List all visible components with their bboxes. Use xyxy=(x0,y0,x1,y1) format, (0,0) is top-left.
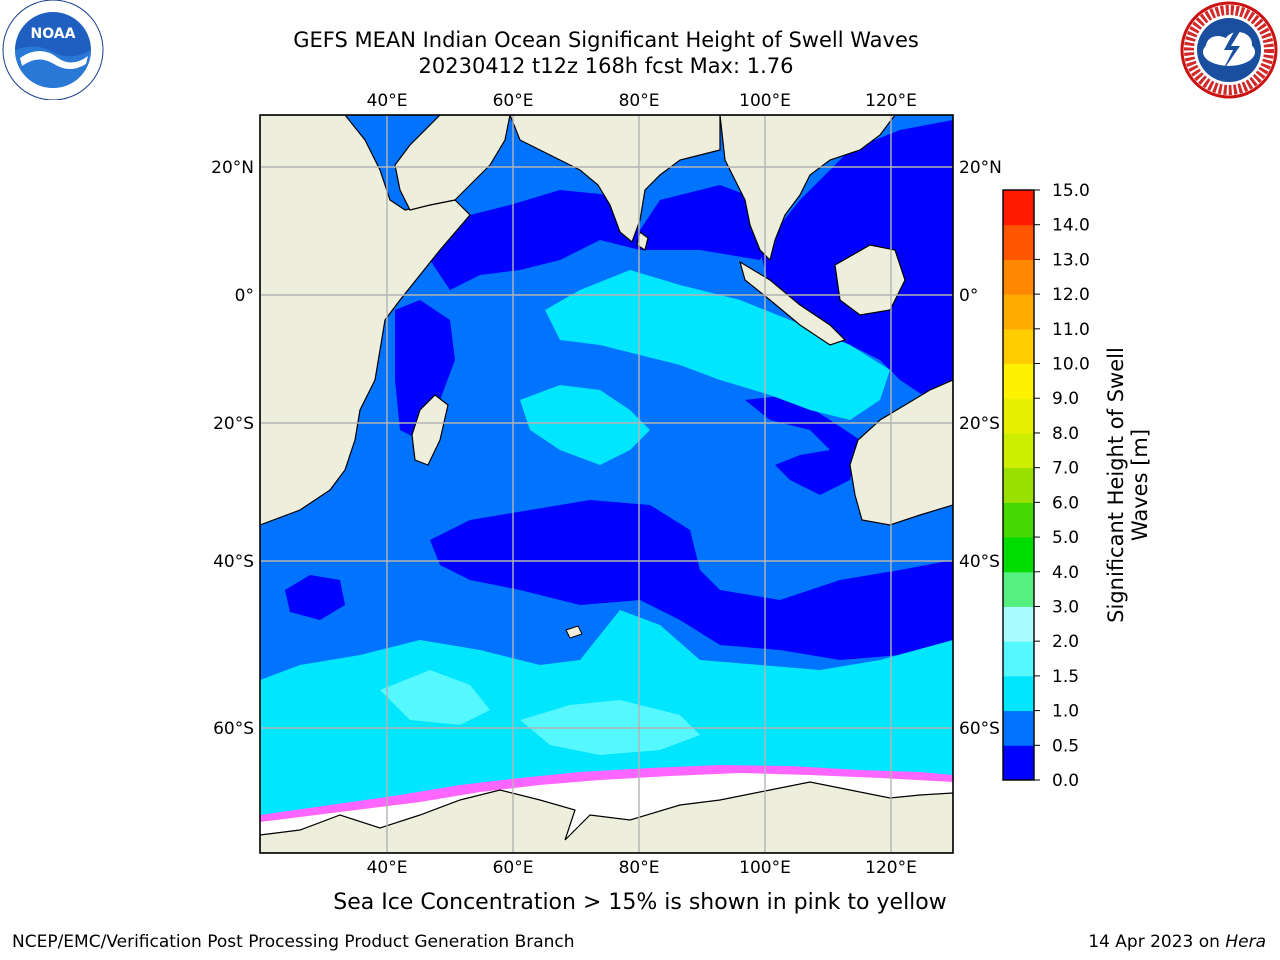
colorbar-tick-label: 13.0 xyxy=(1052,250,1090,270)
colorbar-tick-label: 15.0 xyxy=(1052,181,1090,201)
lat-label: 0° xyxy=(959,286,978,306)
footer-date-text: 14 Apr 2023 on xyxy=(1088,932,1226,952)
map-title: GEFS MEAN Indian Ocean Significant Heigh… xyxy=(293,28,919,52)
lon-label: 80°E xyxy=(619,91,660,111)
lon-label: 80°E xyxy=(619,858,660,878)
colorbar-segment xyxy=(1003,224,1034,260)
colorbar-segment xyxy=(1003,571,1034,607)
colorbar-frame xyxy=(1002,189,1035,781)
colorbar-tick-label: 2.0 xyxy=(1052,632,1079,652)
lon-label: 120°E xyxy=(865,91,917,111)
colorbar-tick-label: 6.0 xyxy=(1052,493,1079,513)
lat-label: 40°S xyxy=(213,552,254,572)
colorbar-segment xyxy=(1003,259,1034,295)
colorbar-tick-label: 1.5 xyxy=(1052,667,1079,687)
swell-band-0-0.5-madagascar xyxy=(395,300,455,440)
colorbar-tick-label: 3.0 xyxy=(1052,597,1079,617)
colorbar-tick-label: 10.0 xyxy=(1052,355,1090,375)
lon-label: 120°E xyxy=(865,858,917,878)
colorbar-tick-label: 12.0 xyxy=(1052,285,1090,305)
map-plot-area xyxy=(260,115,953,853)
lon-label: 60°E xyxy=(493,91,534,111)
colorbar-tick-label: 7.0 xyxy=(1052,459,1079,479)
map-frame xyxy=(259,114,954,854)
colorbar-segment xyxy=(1003,363,1034,399)
lon-label: 40°E xyxy=(367,858,408,878)
colorbar-segment xyxy=(1003,294,1034,330)
colorbar-segment xyxy=(1003,710,1034,746)
land-madagascar xyxy=(411,394,449,466)
colorbar-segment xyxy=(1003,606,1034,642)
swell-band-1.5-2.0-south xyxy=(380,670,490,725)
lat-label: 0° xyxy=(235,286,254,306)
land-kerguelen xyxy=(565,625,583,639)
colorbar-segment xyxy=(1003,467,1034,503)
colorbar-segment xyxy=(1003,641,1034,677)
colorbar-tick-label: 9.0 xyxy=(1052,389,1079,409)
colorbar-tick-label: 14.0 xyxy=(1052,216,1090,236)
colorbar-segment xyxy=(1003,328,1034,365)
noaa-logo-text: NOAA xyxy=(31,26,76,42)
lon-label: 100°E xyxy=(739,858,791,878)
footer-host: Hera xyxy=(1225,932,1266,952)
lon-label: 100°E xyxy=(739,91,791,111)
lat-label: 20°S xyxy=(213,414,254,434)
land-sri-lanka xyxy=(636,230,649,251)
land-indochina xyxy=(719,115,896,262)
nws-logo xyxy=(1180,1,1278,99)
lat-label: 60°S xyxy=(213,719,254,739)
colorbar-segment xyxy=(1003,675,1034,712)
colorbar-segment xyxy=(1003,745,1034,781)
lat-label: 20°N xyxy=(959,158,1002,178)
footer-credit: NCEP/EMC/Verification Post Processing Pr… xyxy=(12,932,575,952)
lat-label: 60°S xyxy=(959,719,1000,739)
graticule xyxy=(260,115,953,853)
land-antarctica xyxy=(260,781,953,853)
colorbar-tick-label: 11.0 xyxy=(1052,320,1090,340)
colorbar-label: Significant Height of Swell Waves [m] xyxy=(1104,347,1152,623)
colorbar-tick-label: 8.0 xyxy=(1052,424,1079,444)
land-india xyxy=(509,115,721,244)
colorbar-segment xyxy=(1003,502,1034,538)
colorbar-segment xyxy=(1003,537,1034,573)
noaa-logo: NOAA xyxy=(2,0,104,100)
swell-band-1.0-1.5-equatorial xyxy=(545,270,890,420)
colorbar-tick-label: 5.0 xyxy=(1052,528,1079,548)
colorbar-tick-label: 4.0 xyxy=(1052,563,1079,583)
swell-band-0-0.5-north xyxy=(430,185,780,290)
lon-labels-bottom: 40°E 60°E 80°E 100°E 120°E xyxy=(367,858,917,878)
swell-band-0-0.5-australia xyxy=(745,395,860,495)
lat-label: 20°S xyxy=(959,414,1000,434)
swell-band-0-0.5-west xyxy=(285,575,345,620)
colorbar-segment xyxy=(1003,398,1034,434)
land-arabia xyxy=(394,115,511,211)
lat-label: 20°N xyxy=(211,158,254,178)
lat-labels-left: 20°N 0° 20°S 40°S 60°S xyxy=(211,158,254,739)
colorbar-segment xyxy=(1003,432,1034,469)
lat-label: 40°S xyxy=(959,552,1000,572)
map-subtitle: 20230412 t12z 168h fcst Max: 1.76 xyxy=(418,54,794,78)
colorbar-tick-label: 1.0 xyxy=(1052,702,1079,722)
colorbar-tick-label: 0.5 xyxy=(1052,736,1079,756)
colorbar: 0.0 0.5 1.0 1.5 2.0 3.0 4.0 5.0 6.0 7.0 8.0 9.0 10.0… xyxy=(1002,181,1090,791)
footer-date: 14 Apr 2023 on Hera xyxy=(1088,932,1266,952)
lat-labels-right: 20°N 0° 20°S 40°S 60°S xyxy=(959,158,1002,739)
swell-band-0-0.5-south-central xyxy=(430,500,953,660)
sea-ice-caption: Sea Ice Concentration > 15% is shown in … xyxy=(333,890,947,915)
lon-label: 60°E xyxy=(493,858,534,878)
swell-band-1.0-1.5-plume xyxy=(520,385,650,465)
colorbar-tick-label: 0.0 xyxy=(1052,771,1079,791)
lon-label: 40°E xyxy=(367,91,408,111)
lon-labels-top: 40°E 60°E 80°E 100°E 120°E xyxy=(367,91,917,111)
land-sumatra xyxy=(739,260,847,346)
land-australia xyxy=(849,379,953,526)
colorbar-segment xyxy=(1003,190,1034,226)
